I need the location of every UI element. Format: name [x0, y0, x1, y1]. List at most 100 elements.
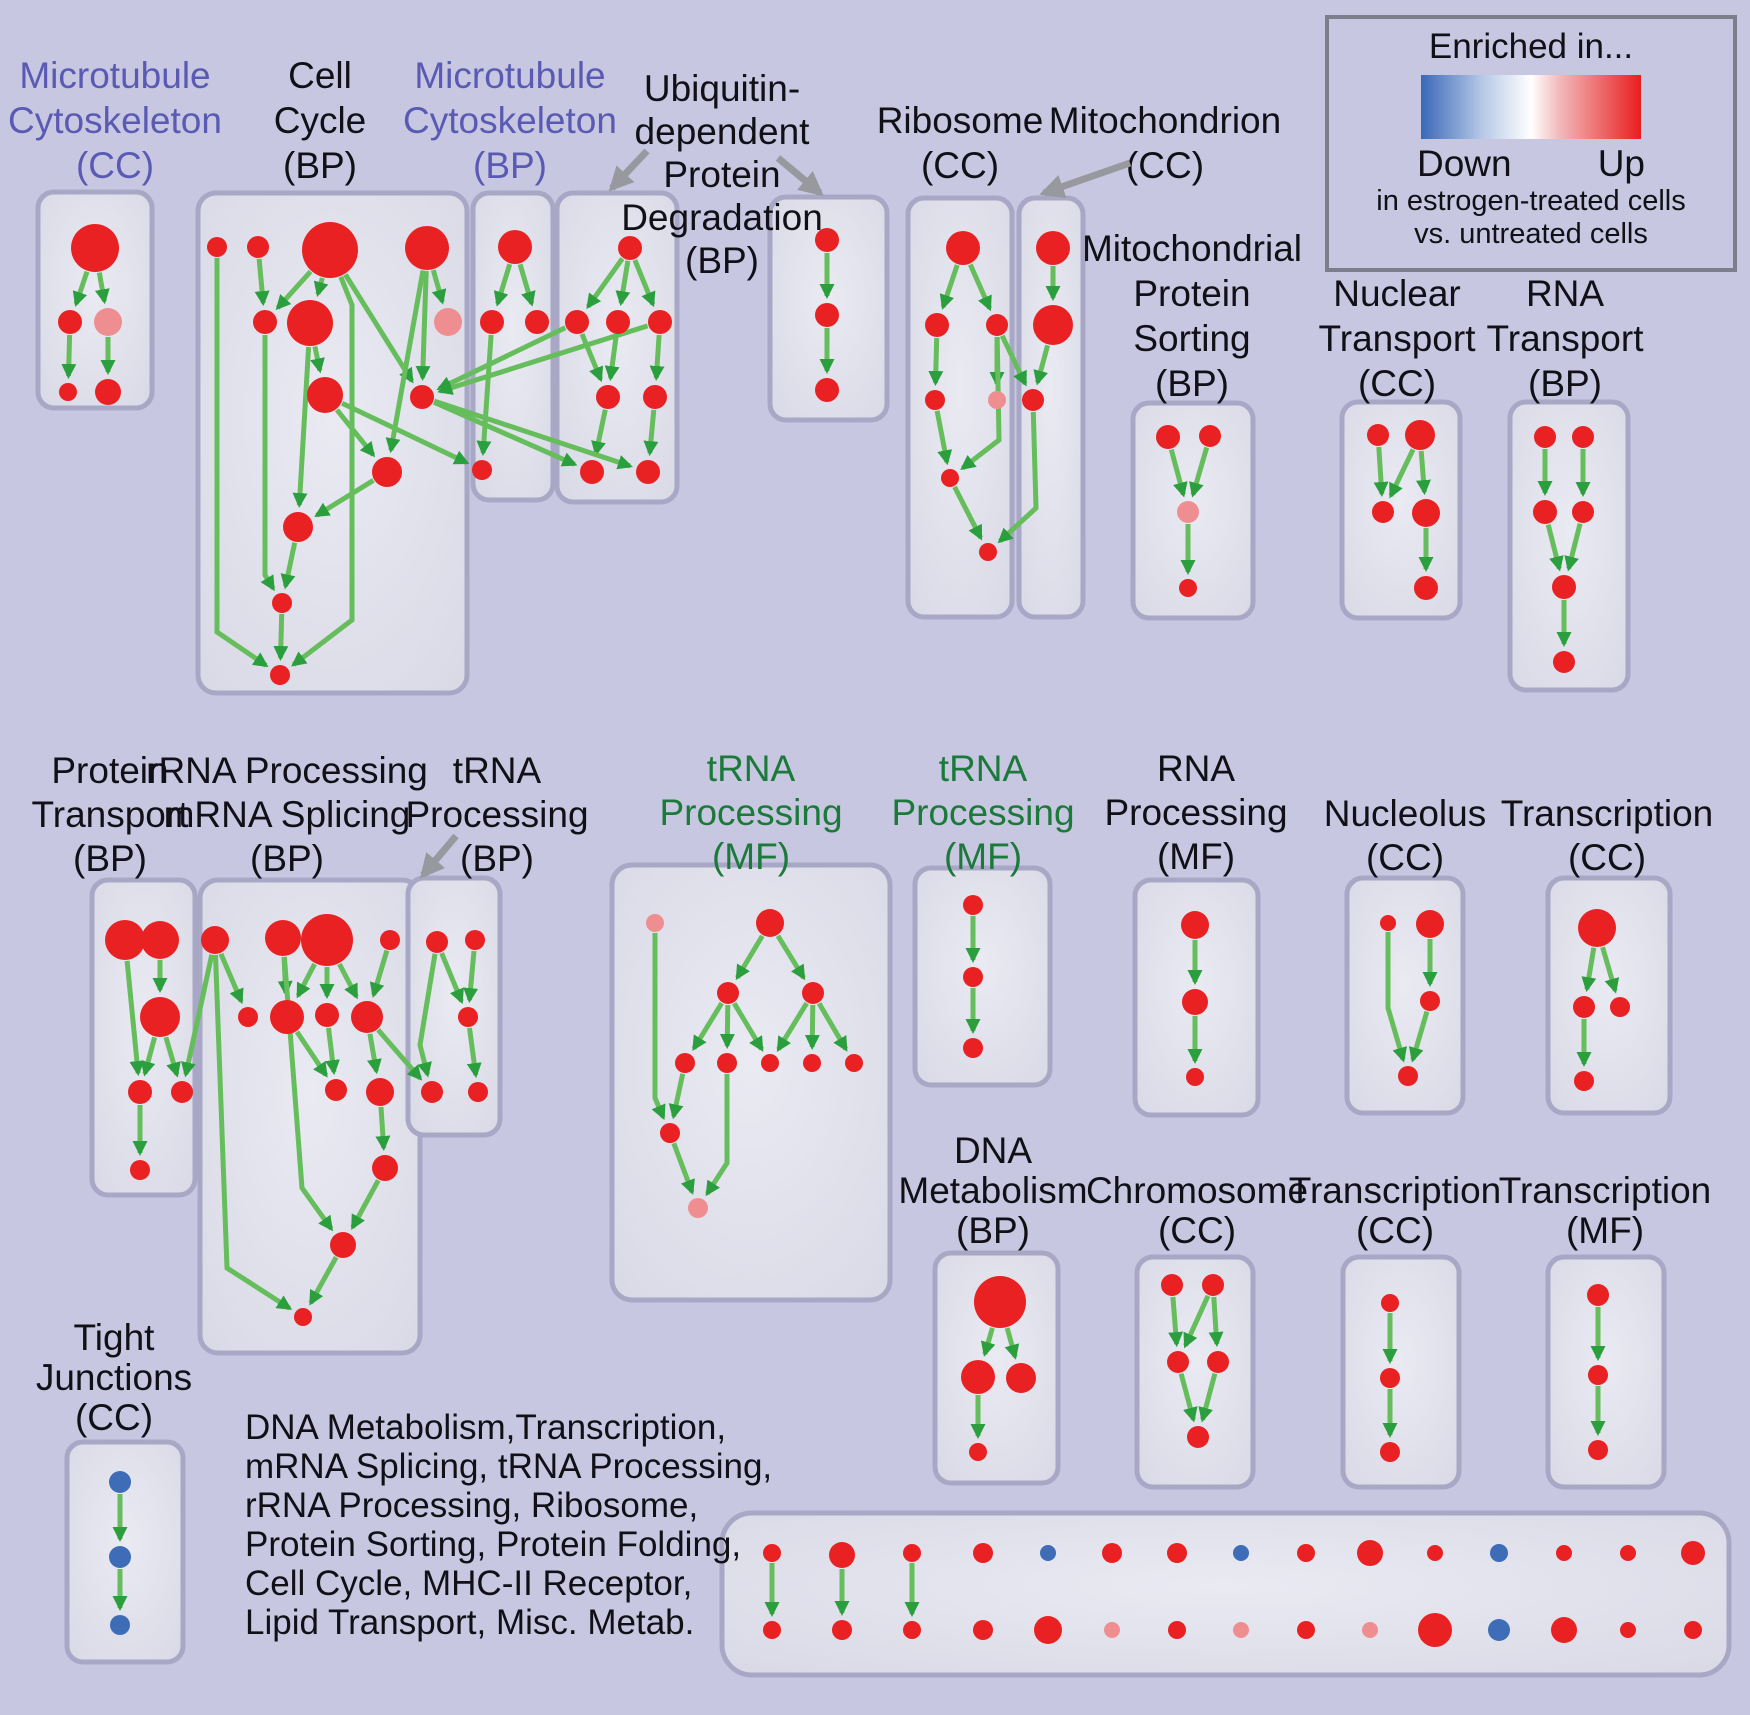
go-term-node-red — [925, 313, 949, 337]
go-term-node-red — [1414, 576, 1438, 600]
go-term-node-red — [1553, 651, 1575, 673]
edge-rrna — [218, 952, 244, 1005]
go-term-node-red — [1572, 501, 1594, 523]
go-term-node-red — [1006, 1363, 1036, 1393]
go-term-node-red — [238, 1007, 258, 1027]
edge-nuclear — [1388, 448, 1416, 499]
go-term-node-red — [1033, 305, 1073, 345]
go-term-node-red — [1380, 1442, 1400, 1462]
go-term-node-red — [201, 926, 229, 954]
go-term-node-red — [351, 1001, 383, 1033]
go-term-node-red — [287, 300, 333, 346]
cluster-label-rna-transport: RNA Transport (BP) — [1487, 273, 1645, 404]
edge-mps — [1189, 446, 1210, 498]
go-term-node-red — [1167, 1351, 1189, 1373]
edge-ribosome — [968, 263, 992, 312]
cluster-label-transcription-mf: Transcription (MF) — [1499, 1170, 1711, 1251]
edge-ribosome — [928, 337, 944, 386]
edge-cell-cycle — [280, 542, 298, 590]
cluster-label-trna-mf-1: tRNA Processing (MF) — [659, 748, 842, 877]
edge-cell-cycle — [291, 275, 355, 667]
edge-trna-mf-1 — [705, 1074, 730, 1197]
edge-chromosome — [1208, 1296, 1224, 1347]
go-term-node-red — [763, 1544, 781, 1562]
edge-rrna — [325, 1027, 340, 1076]
edge-mito-to-ribosome — [997, 411, 1039, 544]
edge-trna-mf-1 — [816, 1002, 849, 1052]
go-term-node-red — [58, 310, 82, 334]
go-term-node-red — [963, 967, 983, 987]
labels-layer: Microtubule Cytoskeleton (CC) Cell Cycle (BP)… — [8, 55, 1713, 1438]
go-term-node-red — [1405, 420, 1435, 450]
legend-box: Enriched in... Down Up in estrogen-treat… — [1325, 15, 1737, 272]
go-term-node-red — [1022, 389, 1044, 411]
go-term-node-red — [974, 1276, 1026, 1328]
go-term-node-red — [1199, 425, 1221, 447]
misc-line: mRNA Splicing, tRNA Processing, — [245, 1447, 773, 1486]
go-term-node-red — [301, 914, 353, 966]
go-term-node-red — [660, 1123, 680, 1143]
edge-nuclear — [1373, 446, 1389, 497]
edge-trna-mf-1 — [732, 1002, 764, 1052]
go-term-node-red — [963, 895, 983, 915]
cluster-box-nuclear — [1339, 399, 1463, 621]
go-term-node-red — [1187, 1426, 1209, 1448]
go-term-node-red — [366, 1078, 394, 1106]
misc-line: Protein Sorting, Protein Folding, — [245, 1525, 742, 1564]
go-term-node-red — [1367, 424, 1389, 446]
misc-line: DNA Metabolism,Transcription, — [245, 1408, 727, 1447]
nodes-layer — [58, 222, 1705, 1647]
go-term-node-red — [498, 230, 532, 264]
edge-rrna — [213, 954, 293, 1311]
go-term-node-red — [270, 1000, 304, 1034]
cluster-box-protein-transport — [89, 877, 198, 1198]
legend-title: Enriched in... — [1428, 27, 1634, 66]
go-term-node-red — [302, 222, 358, 278]
go-term-node-blue — [1490, 1544, 1508, 1562]
go-term-node-red — [1297, 1544, 1315, 1562]
go-term-node-pink — [1362, 1622, 1378, 1638]
go-term-node-red — [294, 1308, 312, 1326]
go-term-node-red — [1297, 1621, 1315, 1639]
edge-mito — [1033, 344, 1051, 386]
go-term-node-red — [1420, 991, 1440, 1011]
go-term-node-red — [1202, 1274, 1224, 1296]
go-term-node-red — [330, 1232, 356, 1258]
go-term-node-red — [325, 1079, 347, 1101]
edge-rrna — [295, 962, 317, 999]
cluster-label-trna-bp: tRNA Processing (BP) — [405, 750, 588, 879]
cluster-label-mt-cc: Microtubule Cytoskeleton (CC) — [8, 55, 222, 186]
go-term-node-blue — [1040, 1545, 1056, 1561]
go-term-node-red — [596, 385, 620, 409]
go-term-node-red — [1167, 1543, 1187, 1563]
edge-chromosome — [1198, 1372, 1218, 1423]
edge-ribosome — [952, 485, 983, 541]
edge-ribosome — [960, 336, 1002, 471]
edge-cell-cycle — [254, 258, 270, 307]
edge-rrna-to-protein-transport — [181, 954, 215, 1078]
edge-trna-mf-1 — [719, 1004, 735, 1049]
edge-rrna — [350, 1179, 381, 1231]
go-term-node-red — [756, 909, 784, 937]
go-term-node-red — [941, 469, 959, 487]
go-term-node-red — [717, 982, 739, 1004]
cluster-label-transcription-cc-mid: Transcription (CC) — [1501, 793, 1713, 878]
go-term-node-red — [1207, 1351, 1229, 1373]
edge-rrna — [294, 1030, 329, 1078]
label-pointer-arrow — [419, 833, 459, 879]
go-term-node-red — [1036, 231, 1070, 265]
edge-cell-cycle — [430, 269, 447, 305]
go-term-node-red — [925, 390, 945, 410]
edge-cell-cycle — [385, 270, 426, 454]
go-term-node-red — [845, 1054, 863, 1072]
edge-cell-cycle — [310, 345, 325, 374]
go-term-node-red — [380, 930, 400, 950]
go-term-node-red — [1398, 1066, 1418, 1086]
edge-cell-cycle — [343, 273, 415, 384]
edge-nucleolus — [1408, 1010, 1430, 1063]
go-term-node-red — [1102, 1543, 1122, 1563]
edge-cell-cycle-to-ubiq-a — [432, 399, 578, 467]
edge-trna-mf-1 — [776, 1001, 809, 1052]
edge-cell-cycle-to-mt-bp — [341, 400, 470, 465]
edges-layer — [61, 253, 1620, 1617]
